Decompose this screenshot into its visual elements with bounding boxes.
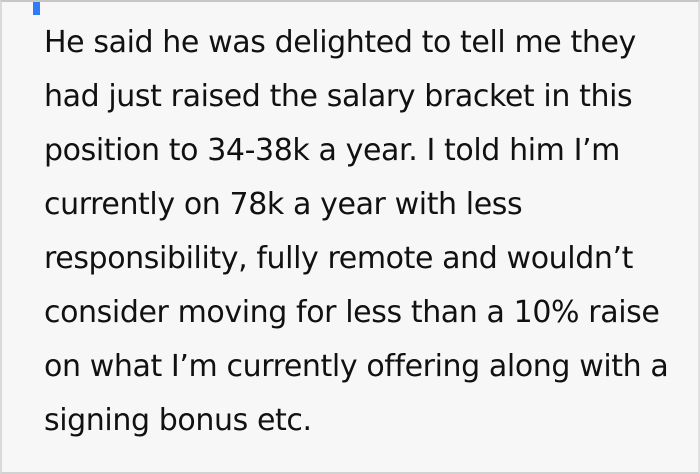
text-caret — [33, 2, 40, 15]
text-line: had just raised the salary bracket in th… — [44, 79, 633, 114]
text-line: position to 34-38k a year. I told him I’… — [44, 133, 620, 168]
post-text: He said he was delighted to tell me they… — [2, 2, 698, 448]
text-line: on what I’m currently offering along wit… — [44, 349, 669, 384]
text-line: consider moving for less than a 10% rais… — [44, 295, 660, 330]
text-line: responsibility, fully remote and wouldn’… — [44, 241, 633, 276]
text-line: He said he was delighted to tell me they — [44, 25, 636, 60]
text-line: signing bonus etc. — [44, 403, 312, 438]
text-line: currently on 78k a year with less — [44, 187, 523, 222]
